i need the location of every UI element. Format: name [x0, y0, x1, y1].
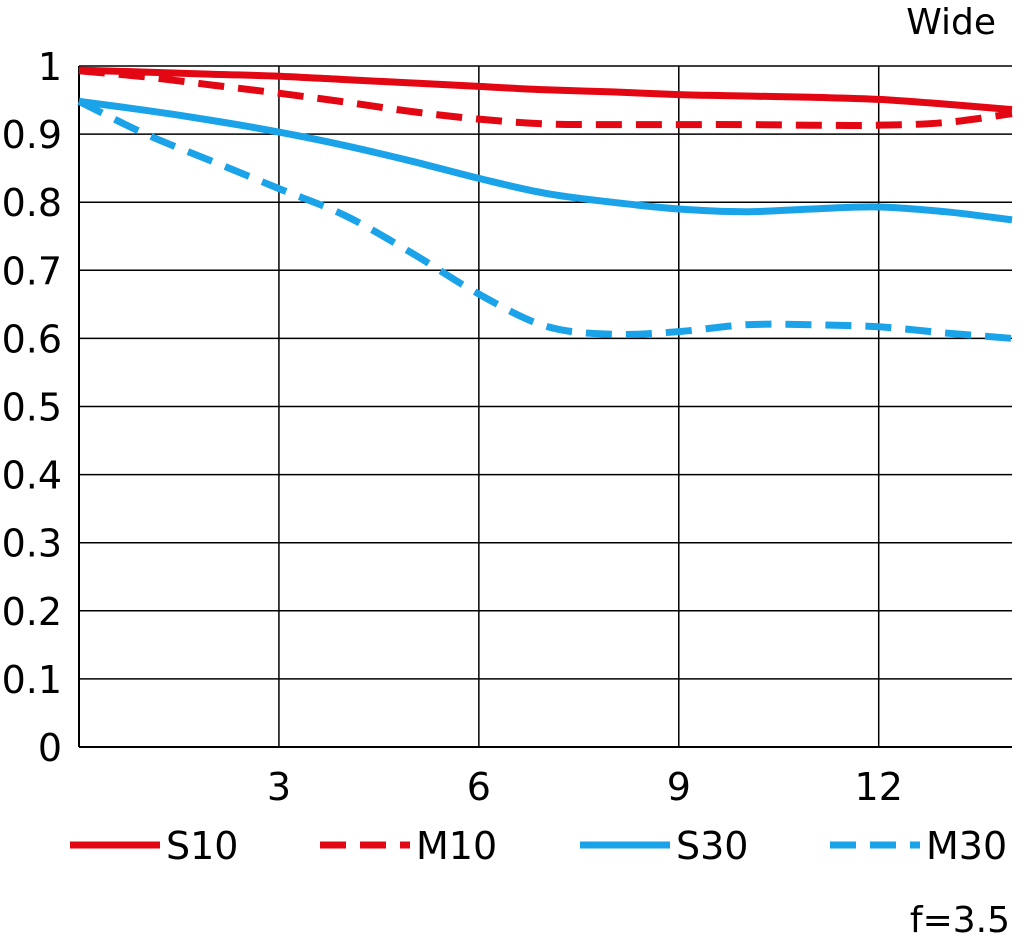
aperture-note: f=3.5 — [910, 900, 1010, 941]
y-axis-ticks: 0 0.1 0.2 0.3 0.4 0.5 0.6 0.7 0.8 0.9 1 — [2, 45, 62, 770]
y-tick-label: 0.2 — [2, 590, 62, 634]
legend-label-m10: M10 — [416, 824, 497, 868]
x-tick-label: 6 — [467, 765, 491, 809]
legend-label-m30: M30 — [926, 824, 1007, 868]
y-tick-label: 0.8 — [2, 181, 62, 225]
y-tick-label: 0.9 — [2, 113, 62, 157]
x-tick-label: 9 — [667, 765, 691, 809]
chart-title: Wide — [906, 2, 996, 43]
grid — [78, 65, 1012, 748]
y-tick-label: 0.6 — [2, 317, 62, 361]
y-tick-label: 0.3 — [2, 522, 62, 566]
legend-label-s10: S10 — [166, 824, 238, 868]
series-line-s10 — [78, 66, 1013, 114]
series-line-s30 — [78, 97, 1013, 224]
y-tick-label: 0.5 — [2, 386, 62, 430]
series-lines — [77, 66, 1013, 342]
series-line-m10 — [78, 67, 1013, 129]
legend: S10 M10 S30 M30 — [70, 824, 1007, 868]
y-tick-label: 0.4 — [2, 454, 62, 498]
y-tick-label: 0 — [38, 726, 62, 770]
x-tick-label: 3 — [267, 765, 291, 809]
y-tick-label: 1 — [38, 45, 62, 89]
series-line-m30 — [77, 98, 1013, 342]
y-tick-label: 0.1 — [2, 658, 62, 702]
legend-label-s30: S30 — [676, 824, 748, 868]
x-axis-ticks: 3 6 9 12 — [267, 765, 903, 809]
y-tick-label: 0.7 — [2, 249, 62, 293]
x-tick-label: 12 — [855, 765, 903, 809]
